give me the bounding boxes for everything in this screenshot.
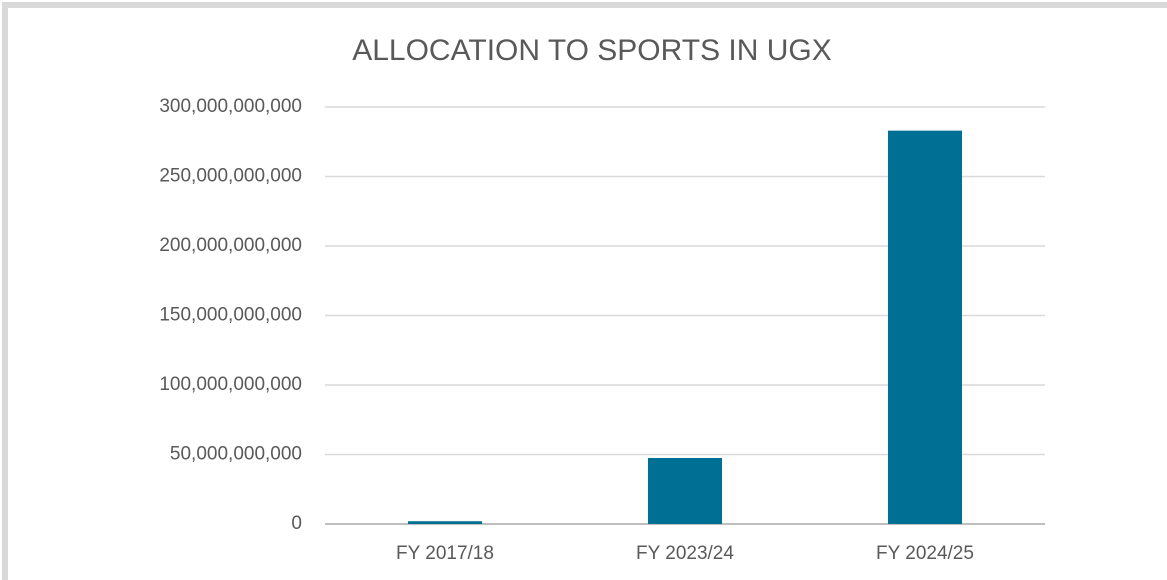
bar: [888, 130, 962, 524]
x-tick-label: FY 2023/24: [636, 543, 734, 564]
y-tick-label: 50,000,000,000: [170, 444, 302, 465]
y-tick-label: 300,000,000,000: [159, 96, 302, 117]
bar: [648, 457, 722, 524]
y-tick-label: 0: [291, 513, 302, 534]
y-tick-label: 150,000,000,000: [159, 305, 302, 326]
y-tick-label: 200,000,000,000: [159, 235, 302, 256]
chart-title: ALLOCATION TO SPORTS IN UGX: [352, 34, 832, 67]
y-tick-label: 100,000,000,000: [159, 374, 302, 395]
x-tick-label: FY 2017/18: [396, 543, 494, 564]
y-tick-label: 250,000,000,000: [159, 166, 302, 187]
bar: [408, 521, 482, 524]
x-tick-label: FY 2024/25: [876, 543, 974, 564]
